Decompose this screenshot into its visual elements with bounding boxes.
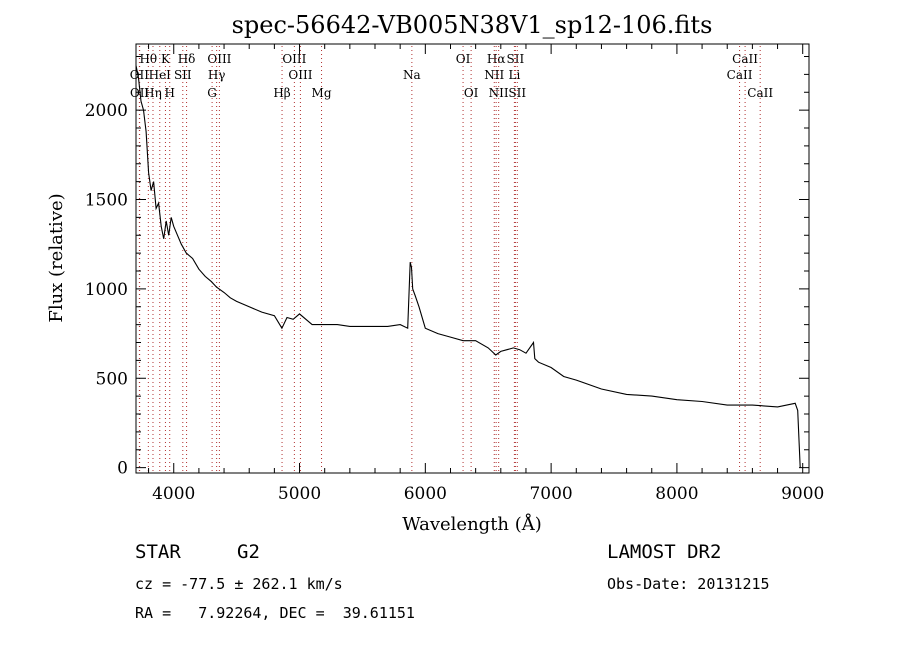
spectral-line-label: Hα [487,52,506,66]
y-tick-label: 500 [96,369,128,389]
x-tick-label: 5000 [278,484,321,504]
spectral-line-label: Mg [312,86,332,100]
spectral-line-label: K [161,52,171,66]
spectral-line-label: G [207,86,217,100]
spectral-line-label: OI [464,86,479,100]
spectral-line-label: CaII [732,52,758,66]
object-subclass: G2 [237,541,260,563]
spectral-line-label: Hγ [208,68,226,82]
spectral-line-label: Hδ [178,52,196,66]
object-class: STAR [135,541,181,563]
spectral-line-label: HeI [149,68,172,82]
spectral-line-label: NII [489,86,509,100]
x-tick-label: 6000 [404,484,447,504]
y-tick-label: 2000 [85,101,128,121]
spectral-line-label: SII [507,52,525,66]
spectral-line-label: Hβ [273,86,290,100]
coordinates: RA = 7.92264, DEC = 39.61151 [135,604,415,622]
spectral-line-label: CaII [727,68,753,82]
spectral-line-label: CaII [747,86,773,100]
spectral-line-label: SII [508,86,526,100]
spectral-line-label: Hθ [139,52,157,66]
y-tick-label: 1000 [85,280,128,300]
redshift-value: cz = -77.5 ± 262.1 km/s [135,575,343,593]
spectral-line-label: SII [174,68,192,82]
x-tick-label: 7000 [529,484,572,504]
spectral-line-label: Hη [144,86,162,100]
obs-date: Obs-Date: 20131215 [607,575,770,593]
spectral-line-label: NII [484,68,504,82]
y-tick-label: 1500 [85,191,128,211]
spectral-line-label: OIII [288,68,312,82]
y-axis-label: Flux (relative) [46,193,67,322]
chart-title: spec-56642-VB005N38V1_sp12-106.fits [232,11,713,39]
survey-name: LAMOST DR2 [607,541,722,563]
x-tick-label: 4000 [152,484,195,504]
axis-ticks: 4000 5000 6000 7000 8000 9000 0 500 1000 1500 2000 [85,44,824,504]
spectral-line-label: Li [508,68,520,82]
y-tick-label: 0 [117,459,128,479]
x-axis-label: Wavelength (Å) [402,513,542,535]
x-tick-label: 9000 [781,484,824,504]
spectral-line-label: Na [403,68,421,82]
spectrum-line [135,65,801,468]
spectral-line-label: OIII [207,52,231,66]
spectral-line-label: OI [456,52,471,66]
plot-frame [135,43,810,474]
spectral-line-label: OIII [282,52,306,66]
x-tick-label: 8000 [655,484,698,504]
spectral-line-label: H [164,86,174,100]
